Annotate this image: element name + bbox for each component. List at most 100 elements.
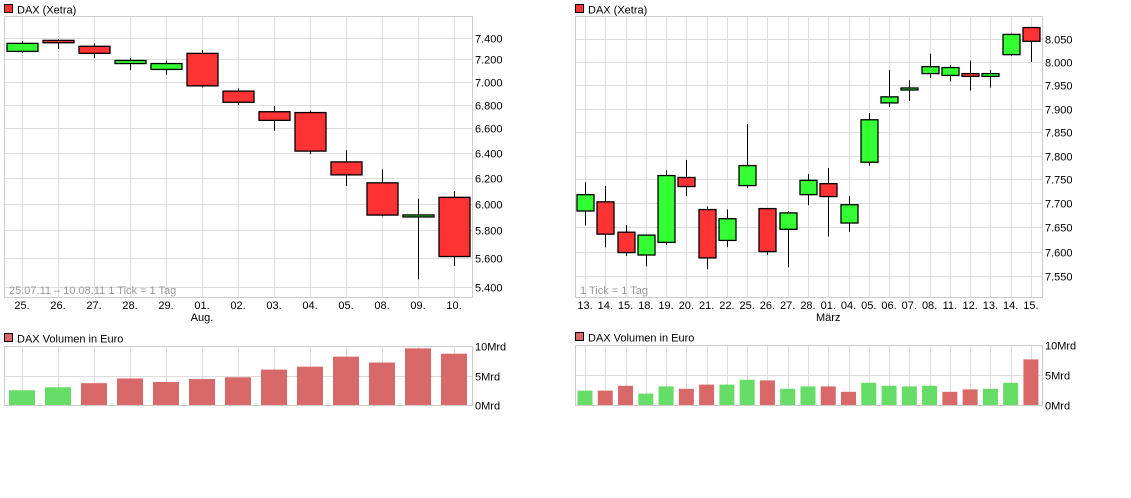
candle-body <box>78 45 111 55</box>
x-tick-label: 27. <box>780 300 795 312</box>
candle-body <box>981 72 1000 78</box>
y-tick-label: 7.550 <box>1045 272 1073 284</box>
candle-body <box>222 90 255 103</box>
candle-body <box>1022 26 1041 42</box>
x-tick-label: 05. <box>338 300 353 312</box>
volume-chart: DAX Volumen in Euro 10Mrd 5Mrd 0Mrd <box>575 332 1076 413</box>
candle-body <box>657 174 676 244</box>
x-tick-label: 21. <box>699 300 714 312</box>
y-tick-label: 7.000 <box>475 78 503 90</box>
month-label: Aug. <box>191 312 214 324</box>
volume-bar <box>678 388 694 405</box>
volume-bar <box>982 388 998 405</box>
y-tick-label: 8.050 <box>1045 35 1073 47</box>
y-tick-label: 5.600 <box>475 254 503 266</box>
y-tick-label: 6.000 <box>475 200 503 212</box>
chart-title: DAX (Xetra) <box>588 5 647 17</box>
x-tick-label: 25. <box>740 300 755 312</box>
volume-bar <box>261 369 287 405</box>
y-tick-label: 7.850 <box>1045 128 1073 140</box>
y-tick-label: 7.200 <box>475 55 503 67</box>
candle-body <box>617 231 636 254</box>
volume-bar <box>189 379 215 405</box>
y-tick-label: 6.200 <box>475 174 503 186</box>
y-tick-label: 7.900 <box>1045 105 1073 117</box>
x-tick-label: 28. <box>800 300 815 312</box>
x-tick-label: 09. <box>410 300 425 312</box>
price-chart: DAX (Xetra) 8.050 8.000 7.950 7.900 7.850 7.80… <box>575 4 1073 324</box>
x-tick-label: 15. <box>1023 300 1038 312</box>
volume-bar <box>1003 382 1019 405</box>
candle-body <box>1002 33 1021 56</box>
volume-bar <box>922 385 938 405</box>
candle-body <box>330 161 363 176</box>
y-tick-label: 5.400 <box>475 283 503 295</box>
candle-body <box>779 212 798 230</box>
candle-body <box>186 52 219 87</box>
y-tick-label: 7.400 <box>475 34 503 46</box>
x-tick-label: 14. <box>1003 300 1018 312</box>
legend-swatch <box>575 4 584 13</box>
legend-swatch <box>575 332 584 341</box>
candle-body <box>941 66 960 77</box>
volume-bar <box>759 380 775 405</box>
x-tick-label: 25. <box>14 300 29 312</box>
candle-body <box>840 204 859 224</box>
x-tick-label: 12. <box>962 300 977 312</box>
volume-bar <box>297 366 323 405</box>
volume-bar <box>780 388 796 405</box>
candle-body <box>402 214 435 218</box>
volume-bar <box>861 382 877 405</box>
y-tick-label: 5Mrd <box>1045 371 1070 383</box>
y-tick-label: 0Mrd <box>1045 401 1070 413</box>
volume-bar <box>618 385 634 405</box>
x-tick-label: 15. <box>618 300 633 312</box>
y-tick-label: 10Mrd <box>475 342 506 354</box>
candle-body <box>438 196 471 258</box>
y-tick-label: 5.800 <box>475 226 503 238</box>
candle-body <box>677 176 696 188</box>
candle-body <box>576 194 595 212</box>
candle-body <box>150 62 183 71</box>
candle-body <box>961 72 980 78</box>
x-tick-label: 01. <box>821 300 836 312</box>
x-tick-label: 20. <box>679 300 694 312</box>
volume-bar <box>699 384 715 405</box>
x-tick-label: 01. <box>194 300 209 312</box>
volume-bar <box>597 390 613 405</box>
candle-body <box>114 59 147 65</box>
y-tick-label: 8.000 <box>1045 58 1073 70</box>
volume-bar <box>658 386 674 405</box>
candle-body <box>366 182 399 216</box>
x-tick-label: 28. <box>122 300 137 312</box>
candle-body <box>819 183 838 198</box>
volume-bar <box>942 391 958 405</box>
candle-body <box>921 66 940 75</box>
x-tick-label: 13. <box>577 300 592 312</box>
y-tick-label: 7.800 <box>1045 152 1073 164</box>
y-tick-label: 6.400 <box>475 149 503 161</box>
volume-bar <box>81 383 107 405</box>
x-tick-label: 19. <box>658 300 673 312</box>
x-tick-label: 04. <box>302 300 317 312</box>
x-tick-label: 07. <box>902 300 917 312</box>
date-range-note: 1 Tick = 1 Tag <box>580 285 648 297</box>
date-range-note: 25.07.11 – 10.08.11 1 Tick = 1 Tag <box>9 285 176 297</box>
volume-bar <box>962 389 978 405</box>
volume-bar <box>719 384 735 405</box>
candle-body <box>637 234 656 256</box>
x-tick-label: 14. <box>598 300 613 312</box>
volume-bar <box>369 362 395 405</box>
x-tick-label: 05. <box>861 300 876 312</box>
volume-bar <box>45 387 71 405</box>
x-tick-label: 26. <box>760 300 775 312</box>
chart-title: DAX Volumen in Euro <box>17 334 123 346</box>
candle-body <box>860 119 879 163</box>
volume-bar <box>1023 359 1039 405</box>
y-tick-label: 7.600 <box>1045 248 1073 260</box>
x-tick-label: 08. <box>374 300 389 312</box>
x-tick-label: 27. <box>86 300 101 312</box>
y-tick-label: 7.750 <box>1045 175 1073 187</box>
volume-bar <box>441 353 467 405</box>
x-tick-label: 22. <box>719 300 734 312</box>
